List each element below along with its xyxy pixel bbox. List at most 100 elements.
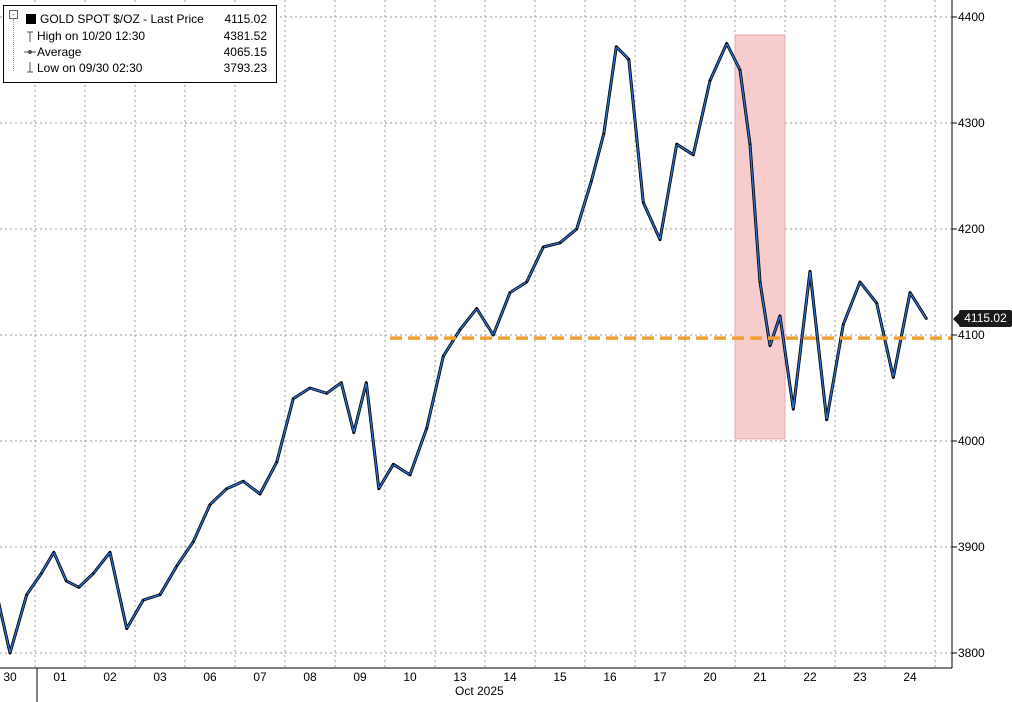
price-point xyxy=(769,344,771,347)
price-point xyxy=(292,397,295,400)
price-point xyxy=(709,79,711,82)
price-point xyxy=(809,270,811,273)
legend-high-label: High on 10/20 12:30 xyxy=(37,29,146,43)
price-point xyxy=(615,45,618,48)
average-marker-icon xyxy=(24,50,36,54)
price-point xyxy=(627,58,630,61)
x-tick-label: 02 xyxy=(103,670,117,684)
price-point xyxy=(909,291,911,294)
price-point xyxy=(725,42,728,45)
price-point xyxy=(509,291,511,294)
price-point xyxy=(309,387,311,389)
y-tick-label: 3900 xyxy=(958,540,985,554)
y-tick-labels: 3800 3900 4000 4100 4200 4300 4400 xyxy=(952,10,985,660)
legend-title: GOLD SPOT $/OZ - Last Price xyxy=(40,12,204,26)
price-point xyxy=(175,565,178,567)
y-tick-label: 4100 xyxy=(958,328,985,342)
x-tick-label: 24 xyxy=(903,670,917,684)
price-point xyxy=(275,461,278,464)
x-axis-month-label: Oct 2025 xyxy=(455,684,504,698)
price-point xyxy=(365,381,368,384)
price-point xyxy=(925,318,928,320)
x-tick-label: 16 xyxy=(603,670,617,684)
price-point xyxy=(25,593,28,596)
x-tick-label: 20 xyxy=(703,670,717,684)
legend-last-price: 4115.02 xyxy=(224,12,268,26)
chart-legend: - GOLD SPOT $/OZ - Last Price 4115.02 Hi… xyxy=(3,5,277,83)
price-point xyxy=(659,238,661,241)
price-point xyxy=(77,586,80,589)
x-tick-label: 30 xyxy=(3,670,17,684)
price-point xyxy=(9,652,11,654)
y-tick-label: 4000 xyxy=(958,434,985,448)
x-tick-label: 07 xyxy=(253,670,267,684)
legend-average-row: Average 4065.15 xyxy=(4,44,276,60)
y-tick-label: 4400 xyxy=(958,10,985,24)
y-tick-label: 4300 xyxy=(958,116,985,130)
price-point xyxy=(475,307,478,310)
price-point xyxy=(542,246,545,248)
price-point xyxy=(425,427,428,430)
price-point xyxy=(749,143,751,145)
x-tick-label: 22 xyxy=(803,670,817,684)
x-tick-labels: 30 01 02 03 06 07 08 09 10 13 14 15 16 17 20 21 22 23 24 xyxy=(3,670,917,684)
price-point xyxy=(842,323,845,326)
y-tick-label: 4200 xyxy=(958,222,985,236)
price-point xyxy=(559,241,561,244)
y-tick-label: 3800 xyxy=(958,646,985,660)
price-point xyxy=(142,599,145,601)
x-tick-label: 08 xyxy=(303,670,317,684)
price-point xyxy=(692,154,695,156)
price-point xyxy=(209,503,211,506)
price-point xyxy=(92,572,95,575)
price-line-group xyxy=(0,42,928,655)
price-point xyxy=(875,302,878,305)
legend-high-value: 4381.52 xyxy=(223,29,267,43)
x-tick-label: 13 xyxy=(453,670,467,684)
grid-layer xyxy=(0,0,952,668)
x-tick-label: 10 xyxy=(403,670,417,684)
price-point xyxy=(40,572,43,575)
last-price-tag: 4115.02 xyxy=(953,310,1012,327)
x-tick-label: 06 xyxy=(203,670,217,684)
price-point xyxy=(340,381,343,384)
price-point xyxy=(892,376,895,379)
legend-average-label: Average xyxy=(37,45,82,59)
series-swatch-icon xyxy=(26,14,36,24)
price-point xyxy=(259,493,261,495)
price-point xyxy=(377,487,380,490)
price-point xyxy=(825,419,828,421)
legend-low-label: Low on 09/30 02:30 xyxy=(37,61,143,75)
price-line xyxy=(0,42,928,654)
price-line-outline xyxy=(0,42,928,655)
x-tick-label: 01 xyxy=(53,670,67,684)
legend-tree-line xyxy=(13,19,15,71)
collapse-icon[interactable]: - xyxy=(9,10,18,19)
low-marker-icon xyxy=(27,62,33,73)
price-point xyxy=(779,315,781,317)
price-point xyxy=(759,281,761,283)
price-point xyxy=(325,392,328,395)
price-point xyxy=(392,463,395,466)
x-tick-label: 15 xyxy=(553,670,567,684)
price-point xyxy=(642,201,645,204)
axis-layer xyxy=(0,0,953,702)
price-point xyxy=(125,627,128,630)
price-point xyxy=(590,180,593,183)
price-point xyxy=(442,355,445,358)
price-point xyxy=(192,540,195,543)
legend-high-row: High on 10/20 12:30 4381.52 xyxy=(4,28,276,44)
high-marker-icon xyxy=(27,31,33,42)
price-point xyxy=(409,474,411,476)
x-tick-label: 23 xyxy=(853,670,867,684)
legend-low-value: 3793.23 xyxy=(223,61,267,75)
price-point xyxy=(492,334,495,336)
price-point xyxy=(52,551,55,554)
x-tick-label: 17 xyxy=(653,670,667,684)
price-point xyxy=(459,328,461,331)
price-point xyxy=(159,593,161,596)
x-tick-label: 21 xyxy=(753,670,767,684)
price-point xyxy=(739,69,741,71)
legend-average-value: 4065.15 xyxy=(223,45,267,59)
